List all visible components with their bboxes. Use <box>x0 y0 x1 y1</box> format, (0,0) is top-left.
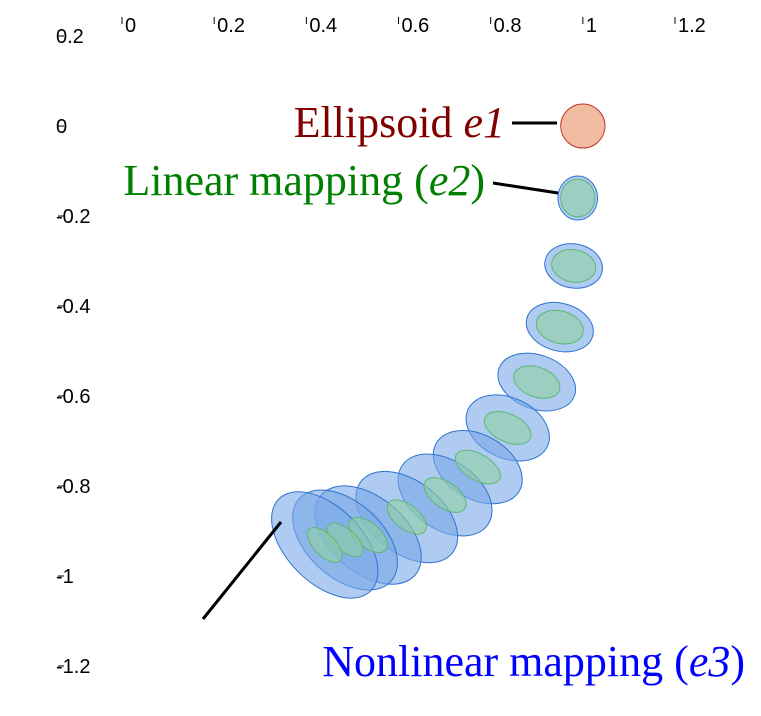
ellipse <box>551 249 597 283</box>
y-tick-label: -0.6 <box>56 386 90 408</box>
y-tick-label: -0.8 <box>56 476 90 498</box>
ellipse <box>560 178 596 218</box>
y-tick-label: -1.2 <box>56 656 90 678</box>
y-tick-label: -0.4 <box>56 296 90 318</box>
x-tick-label: 0.2 <box>217 15 245 37</box>
y-tick-label: -0.2 <box>56 206 90 228</box>
annotation-part: ) <box>470 156 485 205</box>
ellipse <box>535 309 584 345</box>
x-tick-label: 1 <box>586 15 597 37</box>
ellipse <box>423 477 467 513</box>
ellipse <box>306 527 343 563</box>
annotation-line <box>492 181 559 195</box>
annotation-part: e1 <box>463 98 505 147</box>
ellipse <box>560 103 606 149</box>
annotation-part: Nonlinear mapping ( <box>322 637 689 686</box>
ellipse <box>454 449 501 485</box>
annotation-part: e2 <box>429 156 471 205</box>
annotation: Ellipsoid e1 <box>294 98 505 147</box>
y-tick-label: 0 <box>56 116 67 138</box>
x-tick-label: 1.2 <box>678 15 706 37</box>
annotation-part: e3 <box>689 637 731 686</box>
annotation: Linear mapping (e2) <box>123 156 485 205</box>
y-tick-label: 0.2 <box>56 26 84 48</box>
annotation-part: ) <box>730 637 745 686</box>
x-tick-label: 0.6 <box>402 15 430 37</box>
annotation-part: Linear mapping ( <box>123 156 428 205</box>
ellipse <box>513 365 561 399</box>
annotation: Nonlinear mapping (e3) <box>322 637 745 686</box>
x-tick-label: 0.4 <box>309 15 337 37</box>
annotation-part: Ellipsoid <box>294 98 464 147</box>
ellipse <box>483 411 532 445</box>
x-tick-label: 0 <box>125 15 136 37</box>
annotation-line <box>201 521 283 620</box>
y-tick-label: -1 <box>56 566 74 588</box>
ellipse <box>386 499 427 535</box>
x-tick-label: 0.8 <box>494 15 522 37</box>
